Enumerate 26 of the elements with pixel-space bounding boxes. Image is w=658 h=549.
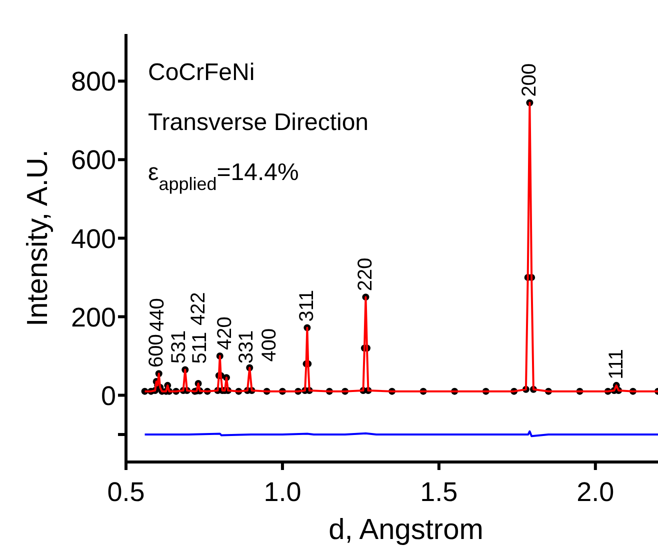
annotation: 531 xyxy=(168,330,190,364)
annotation: 511 xyxy=(189,332,212,364)
x-tick-label: 0.5 xyxy=(107,477,145,508)
annotation: 422 xyxy=(187,292,210,326)
annotation: Transverse Direction xyxy=(148,109,369,136)
y-axis-title: Intensity, A.U. xyxy=(22,150,54,326)
annotation: ε$_{applied}$=14.4% xyxy=(148,159,299,194)
annotation: 220 xyxy=(354,258,377,292)
annotation: 200 xyxy=(518,63,541,97)
annotation: 311 xyxy=(296,290,318,322)
annotation: 600 xyxy=(145,334,168,368)
x-tick-label: 1.0 xyxy=(264,477,302,508)
y-tick-label: 400 xyxy=(70,224,116,254)
x-tick-label: 2.0 xyxy=(576,477,614,508)
annotation: 400 xyxy=(258,328,281,362)
x-axis-title: d, Angstrom xyxy=(328,514,484,546)
annotation: 440 xyxy=(146,298,169,332)
annotation: 331 xyxy=(235,330,258,364)
y-tick-label: 800 xyxy=(70,66,116,97)
x-tick-label: 1.5 xyxy=(420,477,458,508)
annotation: CoCrFeNi xyxy=(148,59,255,86)
annotation: 111 xyxy=(605,349,628,380)
annotation: 420 xyxy=(214,316,236,350)
y-tick-label: 600 xyxy=(70,145,116,176)
y-tick-label: 200 xyxy=(70,302,116,332)
y-tick-label: 0 xyxy=(100,380,116,411)
